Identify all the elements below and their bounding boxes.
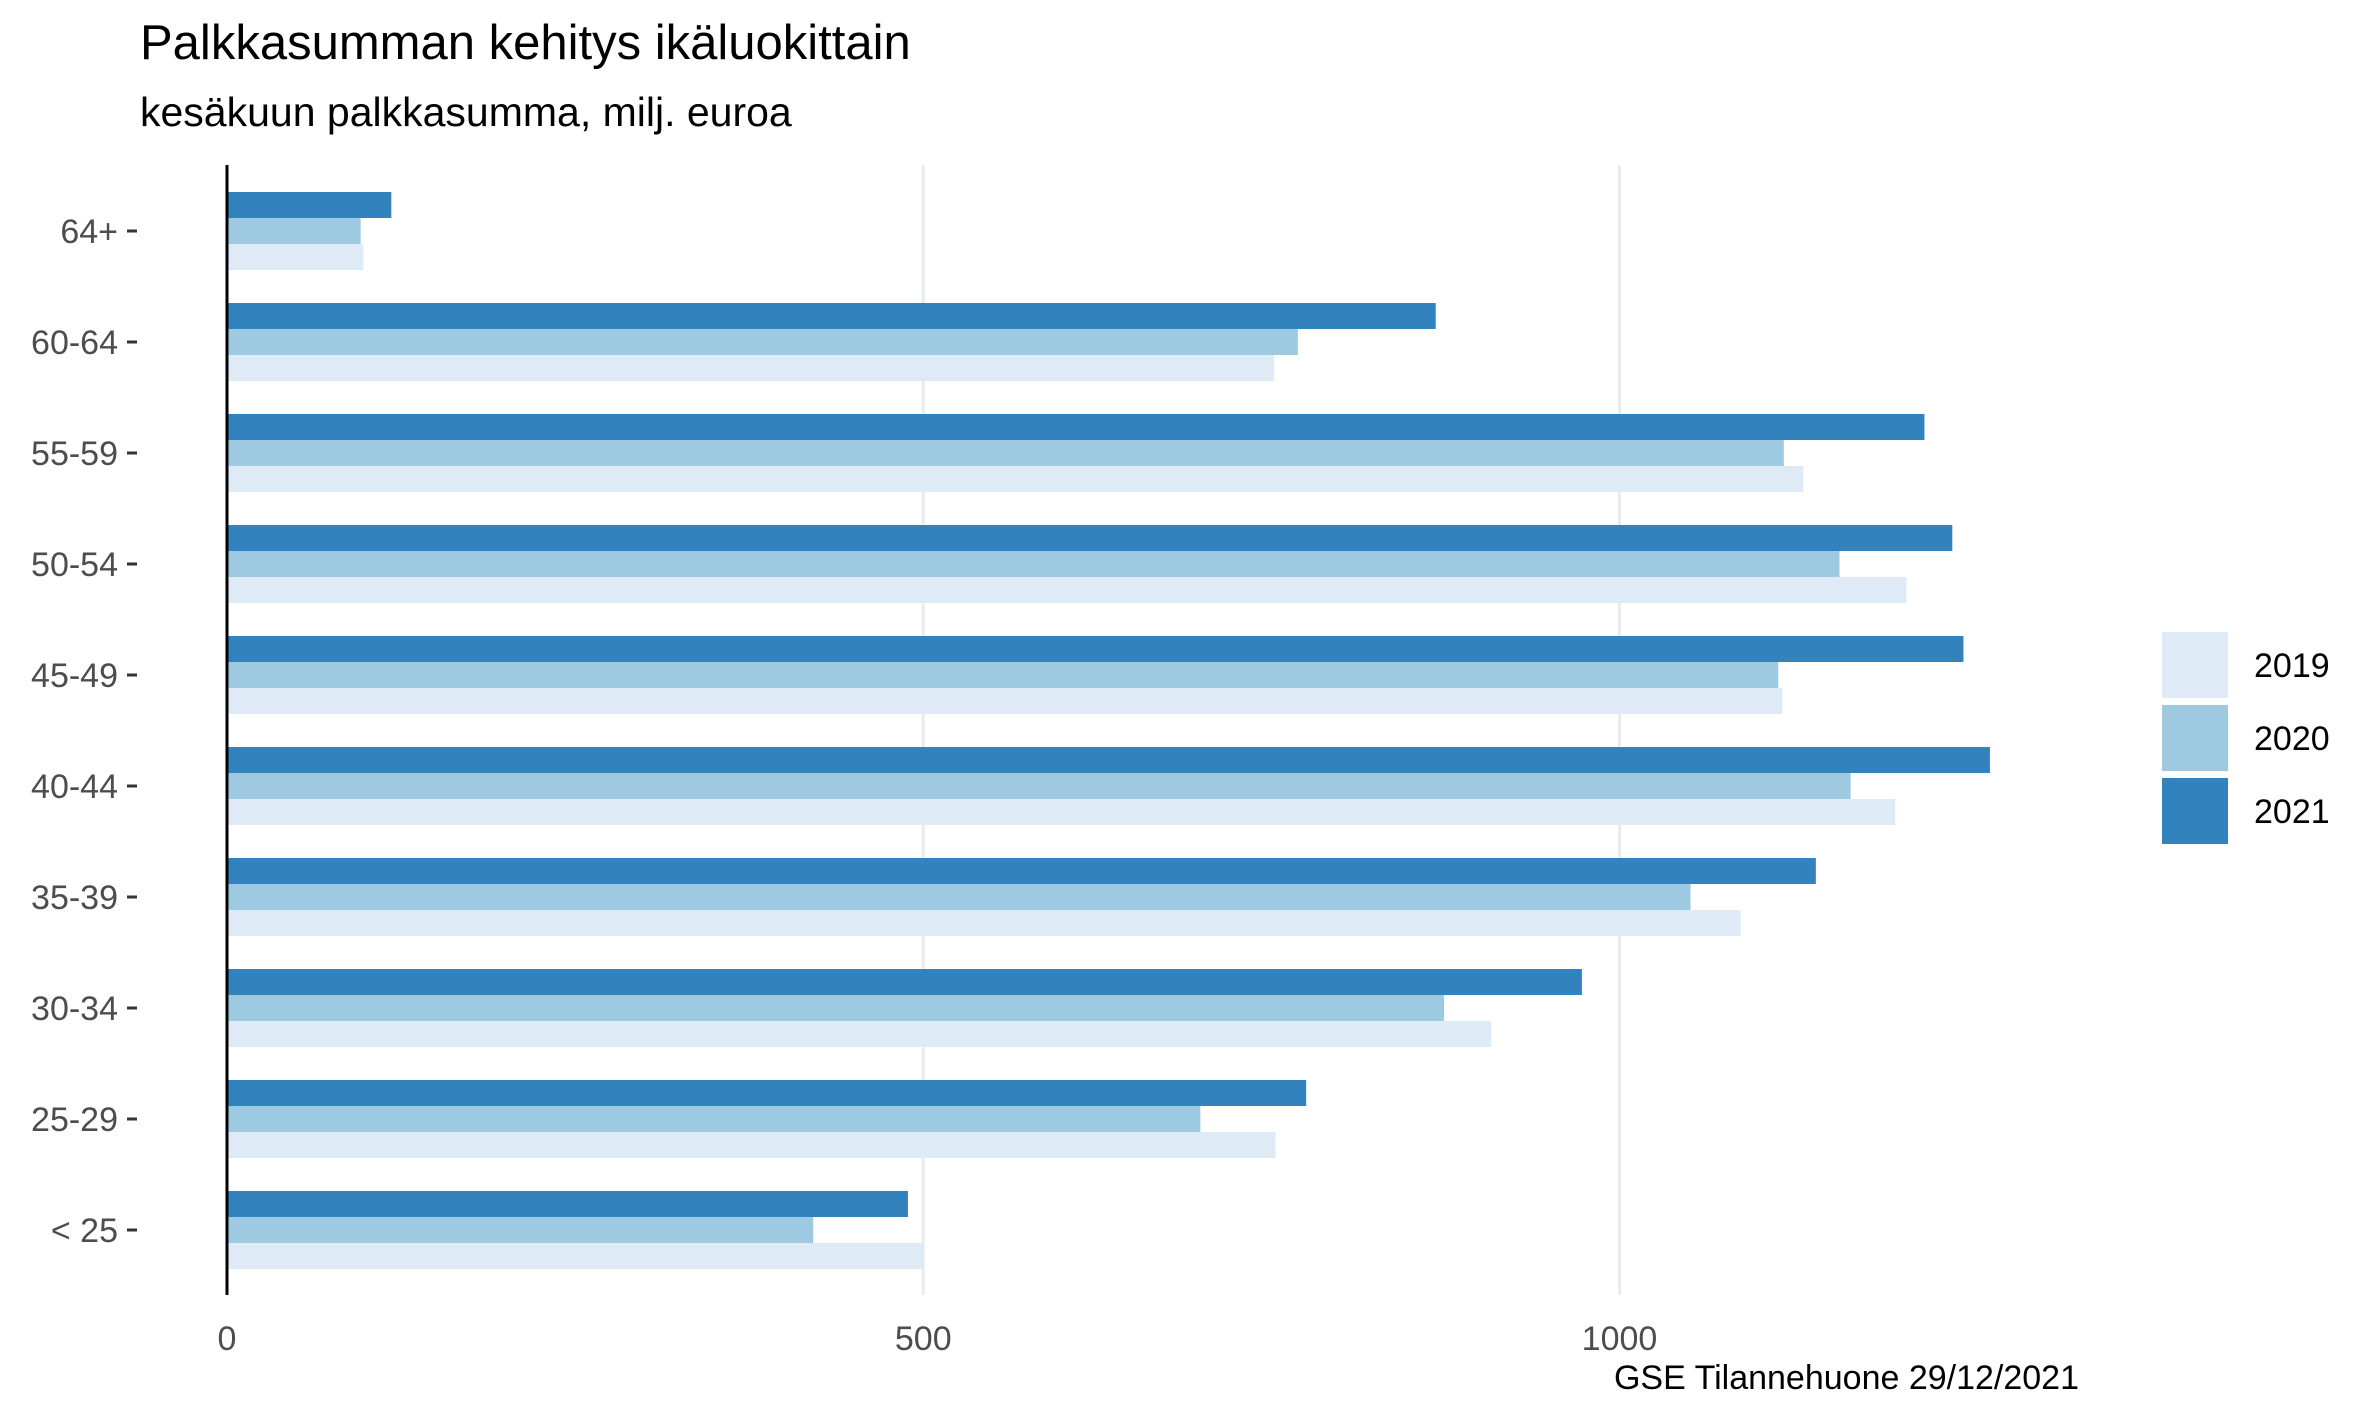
chart-caption: GSE Tilannehuone 29/12/2021 bbox=[1613, 1359, 2079, 1397]
bar-2020-2529 bbox=[227, 1106, 1201, 1132]
legend-key-2020 bbox=[2162, 705, 2228, 771]
bar-2019-6064 bbox=[227, 355, 1275, 381]
y-tick-label: 64+ bbox=[60, 213, 118, 251]
bar-2019-5054 bbox=[227, 577, 1907, 603]
bar-2020-4549 bbox=[227, 662, 1779, 688]
x-axis: 0 500 1000 bbox=[218, 1320, 1658, 1358]
bar-2019-64+ bbox=[227, 244, 364, 270]
bars bbox=[227, 192, 1990, 1269]
y-tick-label: 40-44 bbox=[31, 768, 118, 806]
bar-2020-5559 bbox=[227, 440, 1784, 466]
chart-title: Palkkasumman kehitys ikäluokittain bbox=[140, 16, 911, 70]
bar-2020-4044 bbox=[227, 773, 1851, 799]
x-tick-label: 0 bbox=[218, 1320, 237, 1358]
bar-2021-4044 bbox=[227, 747, 1990, 773]
bar-2020-6064 bbox=[227, 329, 1298, 355]
y-axis: < 25 25-29 30-34 35-39 40-44 45-49 50-54 55-59 6… bbox=[31, 213, 137, 1250]
bar-2021-5559 bbox=[227, 414, 1925, 440]
y-tick-label: 30-34 bbox=[31, 990, 118, 1028]
bar-2019-4044 bbox=[227, 799, 1896, 825]
y-tick-label: 35-39 bbox=[31, 879, 118, 917]
legend-key-2021 bbox=[2162, 778, 2228, 844]
bar-2020-3034 bbox=[227, 995, 1445, 1021]
legend-label-2020: 2020 bbox=[2254, 720, 2330, 758]
legend-key-2019 bbox=[2162, 632, 2228, 698]
legend: 2019 2020 2021 bbox=[2162, 632, 2330, 844]
bar-2020-3539 bbox=[227, 884, 1691, 910]
bar-2020-25 bbox=[227, 1217, 814, 1243]
bar-2019-25 bbox=[227, 1243, 924, 1269]
bar-2019-3034 bbox=[227, 1021, 1492, 1047]
y-tick-label: 60-64 bbox=[31, 324, 118, 362]
y-tick-label: 55-59 bbox=[31, 435, 118, 473]
bar-2021-25 bbox=[227, 1191, 908, 1217]
y-tick-label: 45-49 bbox=[31, 657, 118, 695]
bar-2019-2529 bbox=[227, 1132, 1276, 1158]
bar-2021-64+ bbox=[227, 192, 392, 218]
bar-2021-3539 bbox=[227, 858, 1816, 884]
bar-2021-6064 bbox=[227, 303, 1436, 329]
y-tick-label: 50-54 bbox=[31, 546, 118, 584]
bar-2019-3539 bbox=[227, 910, 1741, 936]
y-tick-label: 25-29 bbox=[31, 1101, 118, 1139]
bar-2020-64+ bbox=[227, 218, 361, 244]
bar-2021-2529 bbox=[227, 1080, 1307, 1106]
bar-2021-4549 bbox=[227, 636, 1964, 662]
chart-subtitle: kesäkuun palkkasumma, milj. euroa bbox=[140, 89, 792, 135]
bar-2021-3034 bbox=[227, 969, 1582, 995]
legend-label-2021: 2021 bbox=[2254, 793, 2330, 831]
x-tick-label: 1000 bbox=[1582, 1320, 1658, 1358]
bar-2020-5054 bbox=[227, 551, 1840, 577]
bar-2021-5054 bbox=[227, 525, 1953, 551]
legend-label-2019: 2019 bbox=[2254, 647, 2330, 685]
x-tick-label: 500 bbox=[895, 1320, 952, 1358]
bar-2019-4549 bbox=[227, 688, 1783, 714]
bar-2019-5559 bbox=[227, 466, 1804, 492]
y-tick-label: < 25 bbox=[51, 1212, 118, 1250]
